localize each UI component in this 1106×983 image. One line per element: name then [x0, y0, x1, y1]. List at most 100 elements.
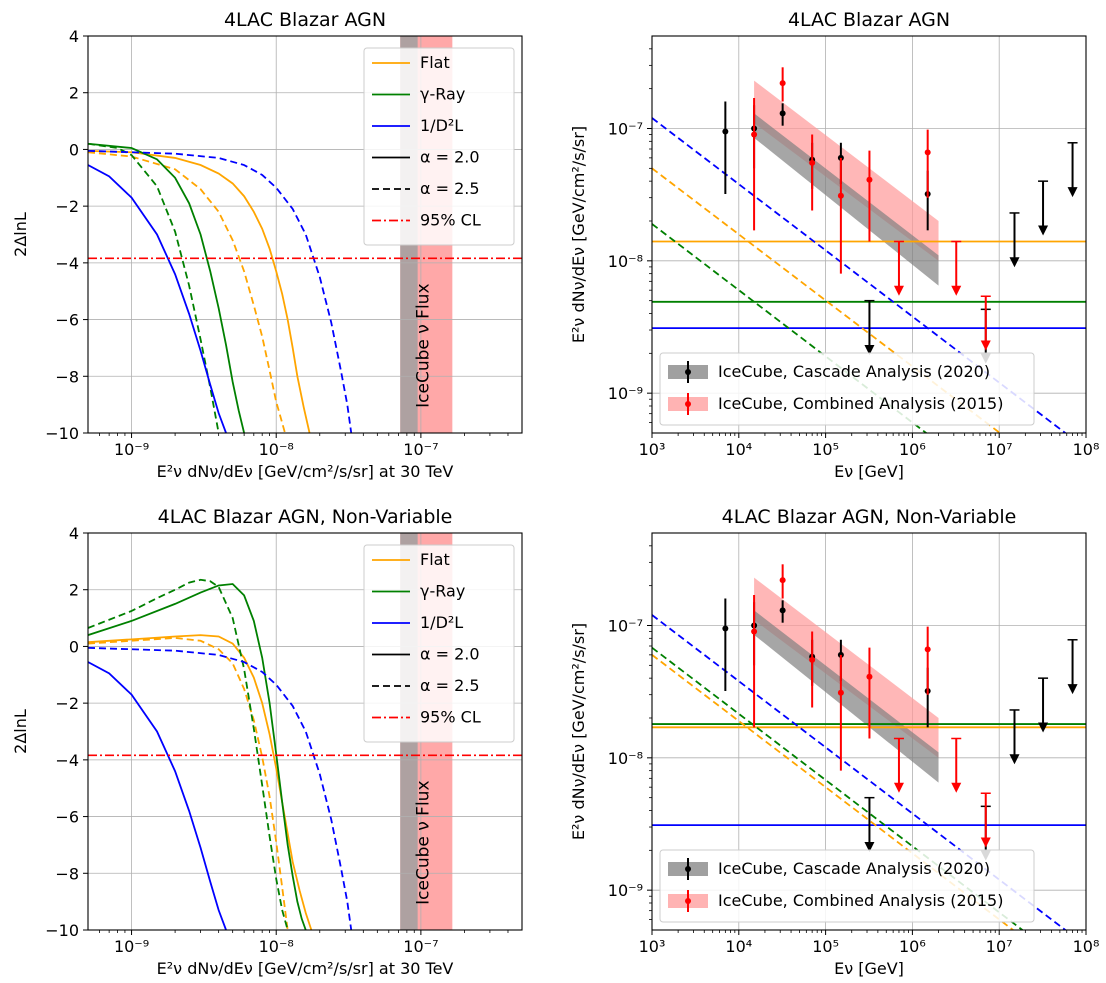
x-tick-label: 10⁵: [812, 937, 839, 956]
point-marker: [779, 80, 786, 87]
x-tick-label: 10⁸: [1073, 440, 1100, 459]
data-point: [779, 103, 786, 126]
y-tick-label: 10⁻⁸: [608, 749, 643, 768]
x-tick-label: 10⁴: [725, 440, 752, 459]
y-tick-label: 10⁻⁷: [608, 119, 643, 138]
legend-label: α = 2.0: [420, 645, 480, 664]
y-tick-label: 10⁻⁷: [608, 616, 643, 635]
y-tick-label: −6: [55, 808, 79, 827]
panel-spectrum-top: 4LAC Blazar AGN 10³ 10⁴ 10⁵ 10⁶ 10⁷ 10⁸ 10⁻⁹ 10⁻…: [569, 9, 1100, 481]
likelihood-curve: [88, 634, 313, 930]
y-tick-label: −2: [55, 197, 79, 216]
plot-frame: [651, 35, 1087, 434]
upper-limit-point: [893, 240, 904, 296]
panel-spectrum-bottom: 4LAC Blazar AGN, Non-Variable 10³ 10⁴ 10⁵ 10…: [569, 506, 1100, 978]
data-point: [866, 647, 873, 739]
upper-limit-point: [1067, 639, 1078, 695]
likelihood-curve: [88, 142, 220, 433]
chart-title: 4LAC Blazar AGN: [788, 9, 950, 31]
data-point: [837, 157, 844, 274]
point-marker: [924, 149, 931, 156]
y-tick-label: 10⁻⁹: [608, 384, 643, 403]
point-marker: [866, 176, 873, 183]
y-tick-label: −8: [55, 367, 79, 386]
upper-limit-arrow: [1067, 684, 1078, 695]
upper-limit-point: [893, 737, 904, 793]
y-tick-label: −2: [55, 694, 79, 713]
y-tick-label: 2: [69, 84, 79, 103]
y-tick-label: −4: [55, 254, 79, 273]
point-marker: [837, 689, 844, 696]
likelihood-curve: [88, 661, 227, 930]
y-tick-label: −10: [45, 424, 79, 443]
upper-limit-point: [864, 796, 875, 852]
legend-label: Flat: [420, 53, 450, 72]
x-tick-label: 10⁻⁹: [114, 440, 149, 459]
x-tick-label: 10⁸: [1073, 937, 1100, 956]
upper-limit-point: [1067, 142, 1078, 198]
model-flux-line: [652, 646, 1024, 930]
y-tick-label: 4: [69, 524, 79, 543]
x-axis-label: Eν [GeV]: [834, 462, 904, 481]
data-point: [779, 67, 786, 102]
upper-limit-point: [980, 792, 991, 848]
chart-title: 4LAC Blazar AGN: [224, 9, 386, 31]
y-tick-label: 10⁻⁸: [608, 252, 643, 271]
icecube-flux-label: IceCube ν Flux: [413, 780, 433, 904]
data-point: [837, 654, 844, 771]
point-marker: [751, 628, 758, 635]
legend-label: 1/D²L: [420, 116, 463, 135]
plot-frame: [87, 35, 523, 434]
data-point: [924, 129, 931, 198]
upper-limit-point: [980, 295, 991, 351]
legend-label: 1/D²L: [420, 613, 463, 632]
point-marker: [809, 159, 816, 166]
plot-frame: [87, 532, 523, 931]
x-tick-label: 10⁵: [812, 440, 839, 459]
upper-limit-arrow: [864, 841, 875, 852]
y-tick-label: −4: [55, 751, 79, 770]
plot-frame: [651, 532, 1087, 931]
legend-label: α = 2.5: [420, 179, 480, 198]
best-fit-band: [754, 80, 939, 261]
upper-limit-arrow: [980, 837, 991, 848]
data-point: [924, 626, 931, 695]
model-flux-line: [652, 223, 928, 433]
legend-box: [363, 544, 515, 743]
legend-label: IceCube, Cascade Analysis (2020): [718, 362, 990, 381]
point-marker: [866, 673, 873, 680]
x-tick-label: 10⁶: [899, 440, 926, 459]
y-tick-label: −6: [55, 311, 79, 330]
data-point: [866, 150, 873, 242]
x-tick-label: 10⁻⁸: [259, 440, 294, 459]
likelihood-curve: [88, 646, 353, 930]
model-flux-line: [652, 654, 1015, 930]
upper-limit-arrow: [1009, 754, 1020, 765]
likelihood-curve: [88, 164, 227, 433]
y-axis-label: E²ν dNν/dEν [GeV/cm²/s/sr]: [569, 623, 588, 840]
point-marker: [809, 656, 816, 663]
point-marker: [722, 625, 729, 632]
upper-limit-arrow: [864, 344, 875, 355]
x-axis-label: Eν [GeV]: [834, 959, 904, 978]
x-tick-label: 10⁶: [899, 937, 926, 956]
icecube-flux-label: IceCube ν Flux: [413, 283, 433, 407]
legend-label: γ-Ray: [420, 582, 465, 601]
legend-label: α = 2.5: [420, 676, 480, 695]
likelihood-curve: [88, 637, 289, 930]
point-marker: [779, 110, 786, 117]
legend-label: 95% CL: [420, 211, 481, 230]
data-point: [751, 595, 758, 728]
y-tick-label: 10⁻⁹: [608, 881, 643, 900]
likelihood-curve: [88, 578, 289, 930]
legend-marker-swatch: [685, 369, 691, 375]
x-axis-label: E²ν dNν/dEν [GeV/cm²/s/sr] at 30 TeV: [157, 959, 454, 978]
x-tick-label: 10⁷: [986, 440, 1013, 459]
model-flux-line: [652, 167, 1002, 433]
legend-marker-swatch: [685, 898, 691, 904]
upper-limit-arrow: [951, 782, 962, 793]
legend-label: α = 2.0: [420, 148, 480, 167]
x-tick-label: 10⁷: [986, 937, 1013, 956]
legend-label: Flat: [420, 550, 450, 569]
